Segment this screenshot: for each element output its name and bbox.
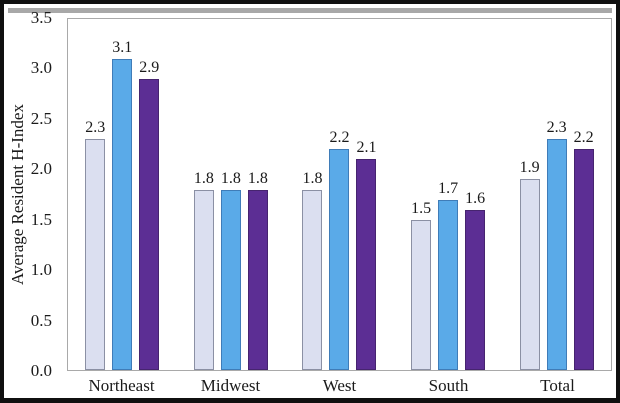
frame-top-shadow bbox=[8, 8, 612, 13]
bar-total-series-3 bbox=[573, 149, 594, 370]
x-category-label-total: Total bbox=[540, 376, 575, 395]
bar-group-west: 1.8 2.2 2.1 bbox=[285, 19, 394, 370]
bar-column: 2.1 bbox=[356, 19, 377, 370]
y-tick-label: 1.0 bbox=[30, 260, 52, 280]
bar-value-label: 1.8 bbox=[220, 169, 241, 187]
bar-column: 1.8 bbox=[193, 19, 214, 370]
y-axis-tick-labels: 0.0 0.5 1.0 1.5 2.0 2.5 3.0 3.5 bbox=[4, 8, 52, 380]
y-tick-label: 1.5 bbox=[30, 209, 52, 229]
bar-total-series-1 bbox=[519, 179, 540, 370]
bar-column: 2.3 bbox=[85, 19, 106, 370]
bar-west-series-2 bbox=[329, 149, 350, 370]
bar-value-label: 2.2 bbox=[573, 129, 594, 147]
bar-column: 2.3 bbox=[546, 19, 567, 370]
x-category-label-west: West bbox=[322, 376, 357, 395]
bar-column: 2.2 bbox=[329, 19, 350, 370]
bar-value-label: 2.3 bbox=[85, 119, 106, 137]
bar-midwest-series-1 bbox=[193, 189, 214, 370]
bar-value-label: 2.9 bbox=[139, 59, 160, 77]
bar-northeast-series-3 bbox=[139, 79, 160, 370]
x-axis-category-labels: Northeast Midwest West South Total bbox=[67, 375, 612, 397]
bar-south-series-1 bbox=[411, 219, 432, 370]
y-tick-label: 2.0 bbox=[30, 159, 52, 179]
y-tick-label: 2.5 bbox=[30, 108, 52, 128]
bar-value-label: 1.8 bbox=[193, 169, 214, 187]
bar-south-series-2 bbox=[438, 199, 459, 370]
bar-column: 1.8 bbox=[247, 19, 268, 370]
bar-northeast-series-2 bbox=[112, 59, 133, 370]
bar-group-total: 1.9 2.3 2.2 bbox=[502, 19, 611, 370]
bar-column: 1.7 bbox=[438, 19, 459, 370]
y-tick-label: 3.0 bbox=[30, 58, 52, 78]
x-category-label-northeast: Northeast bbox=[88, 376, 155, 395]
bar-column: 2.9 bbox=[139, 19, 160, 370]
bar-value-label: 2.2 bbox=[329, 129, 350, 147]
x-category-label-midwest: Midwest bbox=[200, 376, 261, 395]
bar-value-label: 3.1 bbox=[112, 39, 133, 57]
bar-group-midwest: 1.8 1.8 1.8 bbox=[177, 19, 286, 370]
bar-west-series-3 bbox=[356, 159, 377, 370]
bar-midwest-series-3 bbox=[247, 189, 268, 370]
bar-value-label: 2.3 bbox=[546, 119, 567, 137]
y-tick-label: 3.5 bbox=[30, 8, 52, 27]
bar-column: 2.2 bbox=[573, 19, 594, 370]
bar-column: 1.8 bbox=[302, 19, 323, 370]
bars-container: 2.3 3.1 2.9 1.8 1.8 1.8 1.8 2.2 2.1 1.5 1.7 1.6 1.9 2… bbox=[68, 19, 611, 370]
bar-value-label: 1.6 bbox=[465, 189, 486, 207]
bar-column: 1.8 bbox=[220, 19, 241, 370]
bar-column: 1.5 bbox=[411, 19, 432, 370]
bar-value-label: 2.1 bbox=[356, 139, 377, 157]
y-tick-label: 0.5 bbox=[30, 310, 52, 330]
bar-group-south: 1.5 1.7 1.6 bbox=[394, 19, 503, 370]
bar-value-label: 1.8 bbox=[302, 169, 323, 187]
plot-area: 2.3 3.1 2.9 1.8 1.8 1.8 1.8 2.2 2.1 1.5 1.7 1.6 1.9 2… bbox=[67, 18, 612, 371]
bar-south-series-3 bbox=[465, 209, 486, 370]
bar-column: 1.9 bbox=[519, 19, 540, 370]
x-category-label-south: South bbox=[428, 376, 469, 395]
bar-group-northeast: 2.3 3.1 2.9 bbox=[68, 19, 177, 370]
bar-value-label: 1.8 bbox=[247, 169, 268, 187]
bar-value-label: 1.9 bbox=[519, 159, 540, 177]
bar-column: 1.6 bbox=[465, 19, 486, 370]
bar-west-series-1 bbox=[302, 189, 323, 370]
bar-column: 3.1 bbox=[112, 19, 133, 370]
bar-midwest-series-2 bbox=[220, 189, 241, 370]
bar-value-label: 1.5 bbox=[411, 199, 432, 217]
bar-northeast-series-1 bbox=[85, 139, 106, 370]
y-tick-label: 0.0 bbox=[30, 361, 52, 380]
bar-value-label: 1.7 bbox=[438, 179, 459, 197]
bar-total-series-2 bbox=[546, 139, 567, 370]
